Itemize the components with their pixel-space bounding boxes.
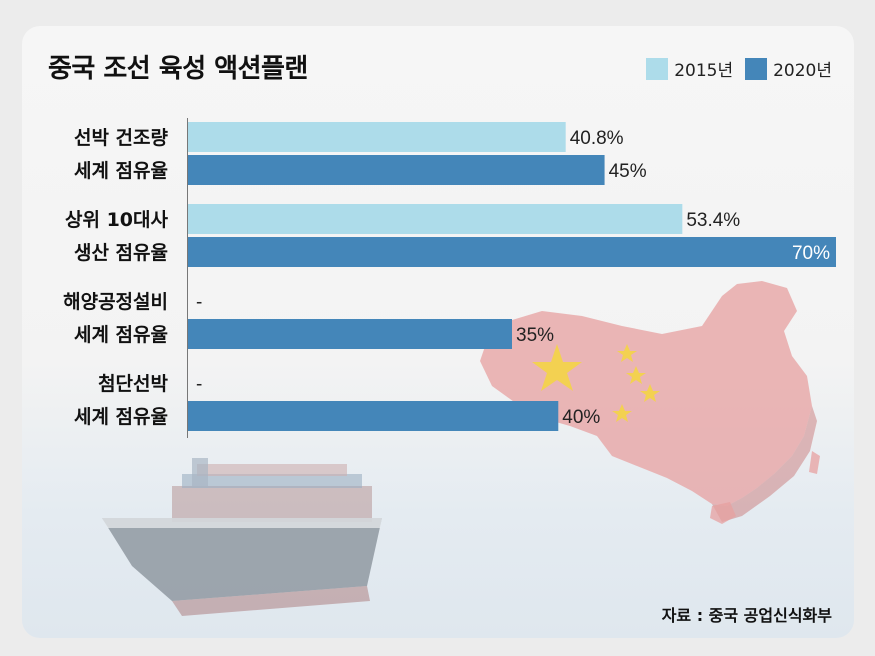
category-label: 선박 건조량 xyxy=(74,127,169,149)
legend-label-2020: 2020년 xyxy=(773,61,832,81)
legend-item-2020: 2020년 xyxy=(745,56,832,81)
data-label: 45% xyxy=(609,161,647,182)
background-illustration xyxy=(102,281,820,616)
chart-title: 중국 조선 육성 액션플랜 xyxy=(48,54,308,84)
bar-2020 xyxy=(188,155,605,185)
bar-2020 xyxy=(188,319,512,349)
data-label: 35% xyxy=(516,325,554,346)
legend: 2015년 2020년 xyxy=(634,56,832,81)
category-label: 세계 점유율 xyxy=(74,160,168,182)
container-ship-illustration xyxy=(102,458,382,616)
data-label-missing: - xyxy=(196,374,202,395)
legend-swatch-2020 xyxy=(745,57,768,80)
bar-2015 xyxy=(188,204,683,234)
bar-2020 xyxy=(188,237,836,267)
legend-label-2015: 2015년 xyxy=(674,61,734,81)
bar-2015 xyxy=(188,122,566,152)
data-label: 53.4% xyxy=(686,210,740,231)
category-label: 세계 점유율 xyxy=(74,406,168,428)
category-label: 첨단선박 xyxy=(98,373,168,395)
legend-swatch-2015 xyxy=(646,57,669,80)
small-star-icon xyxy=(617,344,637,362)
source-note: 자료 : 중국 공업신식화부 xyxy=(661,606,832,625)
small-star-icon xyxy=(640,384,660,402)
small-star-icon xyxy=(626,366,646,384)
category-label: 해양공정설비 xyxy=(63,291,168,313)
category-label: 세계 점유율 xyxy=(74,324,168,346)
data-label: 70% xyxy=(792,243,830,264)
bar-2020 xyxy=(188,401,559,431)
data-label: 40% xyxy=(562,407,600,428)
data-label-missing: - xyxy=(196,292,202,313)
small-star-icon xyxy=(612,404,632,422)
data-label: 40.8% xyxy=(570,128,624,149)
category-label: 생산 점유율 xyxy=(74,242,168,264)
large-star-icon xyxy=(532,344,582,391)
hainan-island-shape xyxy=(710,502,736,524)
taiwan-island-shape xyxy=(809,451,820,474)
legend-item-2015: 2015년 xyxy=(646,56,733,81)
category-label: 상위 10대사 xyxy=(65,209,168,231)
